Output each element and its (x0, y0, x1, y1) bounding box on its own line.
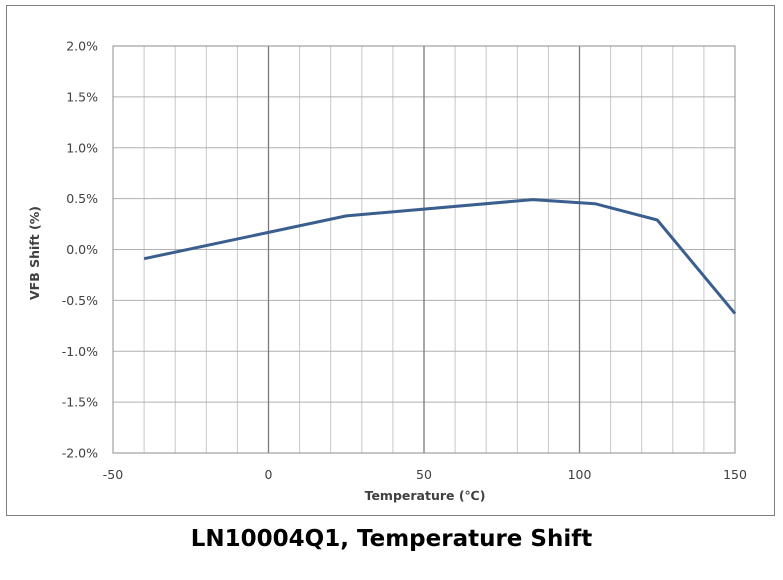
series-layer (143, 198, 737, 315)
x-tick-label: 0 (265, 467, 273, 482)
y-tick-label: -1.5% (62, 395, 98, 410)
y-tick-label: 1.0% (66, 140, 98, 155)
x-tick-label: 100 (568, 467, 592, 482)
y-tick-label: 1.5% (66, 89, 98, 104)
y-tick-label: 0.0% (66, 242, 98, 257)
y-tick-label: -0.5% (62, 293, 98, 308)
line-chart: 2.0% 1.5% 1.0% 0.5% 0.0% -0.5% -1.0% -1.5% -2.0%… (27, 39, 747, 504)
y-tick-label: 2.0% (66, 39, 98, 54)
chart-frame (6, 5, 775, 516)
series-line (143, 198, 737, 315)
x-tick-label: 50 (416, 467, 432, 482)
y-tick-label: -1.0% (62, 344, 98, 359)
major-grid (267, 46, 581, 453)
y-tick-label: -2.0% (62, 446, 98, 461)
x-tick-label: 150 (723, 467, 747, 482)
figure-caption: LN10004Q1, Temperature Shift (190, 526, 593, 552)
y-tick-labels: 2.0% 1.5% 1.0% 0.5% 0.0% -0.5% -1.0% -1.5% -2.0% (62, 39, 98, 461)
x-tick-label: -50 (103, 467, 123, 482)
y-tick-label: 0.5% (66, 191, 98, 206)
x-tick-labels: -50 0 50 100 150 (103, 467, 747, 482)
plot-area-border (112, 45, 736, 454)
x-axis-title: Temperature (℃) (365, 488, 486, 503)
y-axis-title: VFB Shift (%) (27, 206, 42, 300)
